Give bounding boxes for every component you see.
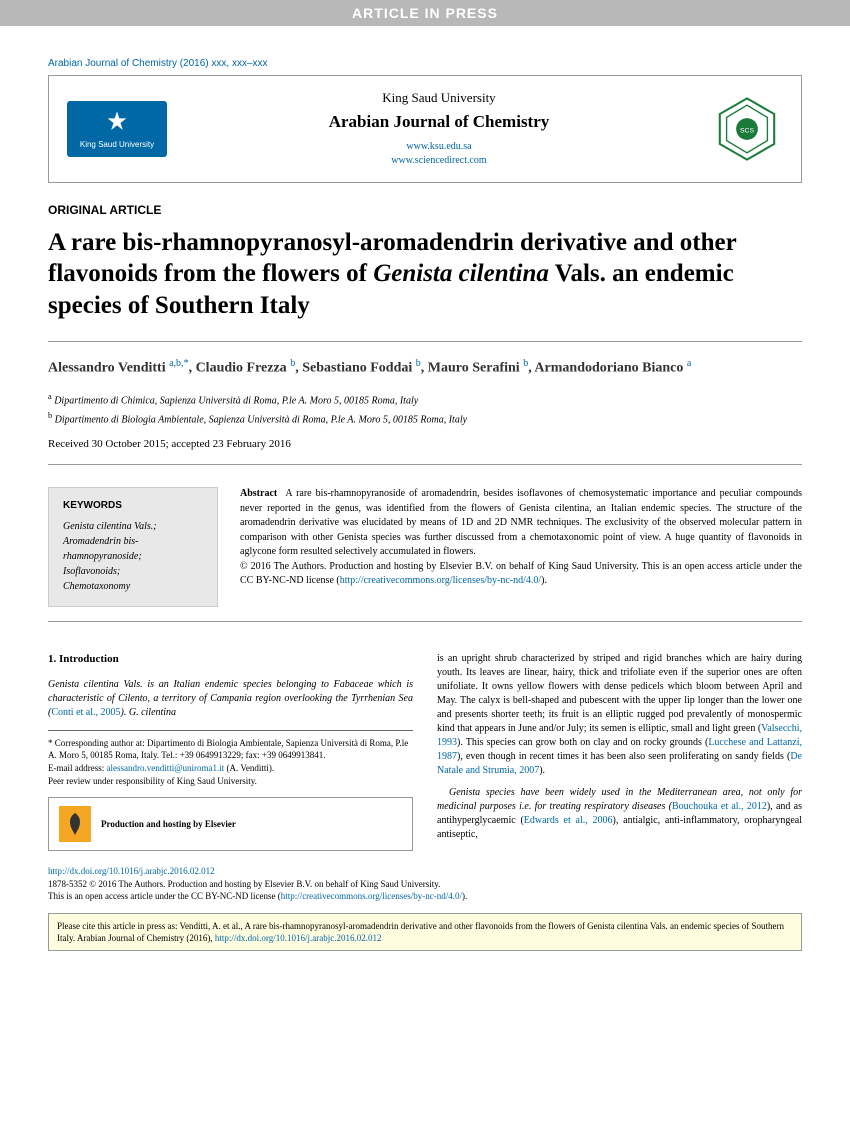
footer-license-link[interactable]: http://creativecommons.org/licenses/by-n… xyxy=(281,891,462,901)
author-5-aff: a xyxy=(687,358,691,369)
university-name: King Saud University xyxy=(183,90,695,106)
email-label: E-mail address: xyxy=(48,763,106,773)
footer-copyright: 1878-5352 © 2016 The Authors. Production… xyxy=(48,879,440,889)
abstract-text: A rare bis-rhamnopyranoside of aromadend… xyxy=(240,488,802,557)
sciencedirect-link[interactable]: www.sciencedirect.com xyxy=(391,155,486,166)
cite-text: Please cite this article in press as: Ve… xyxy=(57,921,784,943)
author-4-aff: b xyxy=(523,358,528,369)
license-link[interactable]: http://creativecommons.org/licenses/by-n… xyxy=(340,575,541,586)
intro-text-1b: ). G. cilentina xyxy=(121,707,177,718)
col2-text-1: is an upright shrub characterized by str… xyxy=(437,653,802,734)
separator-3 xyxy=(48,621,802,622)
author-1-aff: a,b, xyxy=(169,358,183,369)
affiliation-a: Dipartimento di Chimica, Sapienza Univer… xyxy=(54,395,418,406)
keywords-heading: KEYWORDS xyxy=(63,500,203,511)
masthead-center: King Saud University Arabian Journal of … xyxy=(183,90,695,168)
affiliation-b: Dipartimento di Biologia Ambientale, Sap… xyxy=(55,414,467,425)
authors-list: Alessandro Venditti a,b,*, Claudio Frezz… xyxy=(48,356,802,380)
abstract-section: KEYWORDS Genista cilentina Vals.; Aromad… xyxy=(48,487,802,607)
corr-email[interactable]: alessandro.venditti@uniroma1.it xyxy=(106,763,224,773)
abstract-label: Abstract xyxy=(240,488,277,499)
separator-2 xyxy=(48,464,802,465)
footer-license: This is an open access article under the… xyxy=(48,891,281,901)
elsevier-text: Production and hosting by Elsevier xyxy=(101,818,236,831)
col2-text-1d: ). xyxy=(539,765,545,776)
society-logo: SCS xyxy=(711,93,783,165)
peer-review: Peer review under responsibility of King… xyxy=(48,775,413,788)
citation-header: Arabian Journal of Chemistry (2016) xxx,… xyxy=(48,54,802,75)
author-2-aff: b xyxy=(290,358,295,369)
col2-text-1c: ), even though in recent times it has be… xyxy=(457,751,790,762)
ref-bouchouka[interactable]: Bouchouka et al., 2012 xyxy=(672,801,767,812)
footer: http://dx.doi.org/10.1016/j.arabjc.2016.… xyxy=(48,865,802,903)
corr-text: Corresponding author at: Dipartimento di… xyxy=(48,738,408,761)
author-1-corr: * xyxy=(184,358,189,369)
footer-close: ). xyxy=(462,891,467,901)
ksu-link[interactable]: www.ksu.edu.sa xyxy=(406,141,471,152)
abstract: Abstract A rare bis-rhamnopyranoside of … xyxy=(240,487,802,607)
ksu-logo: King Saud University xyxy=(67,101,167,157)
separator xyxy=(48,341,802,342)
ref-conti[interactable]: Conti et al., 2005 xyxy=(51,707,120,718)
citation-box: Please cite this article in press as: Ve… xyxy=(48,913,802,951)
email-who: (A. Venditti). xyxy=(224,763,274,773)
ksu-logo-text: King Saud University xyxy=(80,140,154,149)
title-italic: Genista cilentina xyxy=(373,260,549,287)
author-2: Claudio Frezza xyxy=(196,360,287,375)
body-columns: 1. Introduction Genista cilentina Vals. … xyxy=(48,652,802,851)
author-3-aff: b xyxy=(416,358,421,369)
article-title: A rare bis-rhamnopyranosyl-aromadendrin … xyxy=(48,227,802,321)
intro-heading: 1. Introduction xyxy=(48,652,413,667)
ref-edwards[interactable]: Edwards et al., 2006 xyxy=(524,815,613,826)
article-dates: Received 30 October 2015; accepted 23 Fe… xyxy=(48,438,802,450)
author-5: Armandodoriano Bianco xyxy=(534,360,683,375)
col2-text-1b: ). This species can grow both on clay an… xyxy=(457,737,708,748)
cite-doi-link[interactable]: http://dx.doi.org/10.1016/j.arabjc.2016.… xyxy=(215,933,382,943)
body-col-left: 1. Introduction Genista cilentina Vals. … xyxy=(48,652,413,851)
doi-link[interactable]: http://dx.doi.org/10.1016/j.arabjc.2016.… xyxy=(48,866,215,876)
elsevier-logo-icon xyxy=(59,806,91,842)
keywords-list: Genista cilentina Vals.; Aromadendrin bi… xyxy=(63,519,203,594)
body-col-right: is an upright shrub characterized by str… xyxy=(437,652,802,851)
elsevier-box: Production and hosting by Elsevier xyxy=(48,797,413,851)
author-1: Alessandro Venditti xyxy=(48,360,166,375)
journal-name: Arabian Journal of Chemistry xyxy=(183,112,695,132)
article-in-press-banner: ARTICLE IN PRESS xyxy=(0,0,850,26)
author-3: Sebastiano Foddai xyxy=(302,360,412,375)
article-type: ORIGINAL ARTICLE xyxy=(48,203,802,217)
keywords-box: KEYWORDS Genista cilentina Vals.; Aromad… xyxy=(48,487,218,607)
author-4: Mauro Serafini xyxy=(428,360,520,375)
masthead: King Saud University King Saud Universit… xyxy=(48,75,802,183)
abstract-close: ). xyxy=(541,575,547,586)
affiliations: a Dipartimento di Chimica, Sapienza Univ… xyxy=(48,390,802,429)
corresponding-box: * Corresponding author at: Dipartimento … xyxy=(48,730,413,787)
svg-text:SCS: SCS xyxy=(740,127,754,134)
